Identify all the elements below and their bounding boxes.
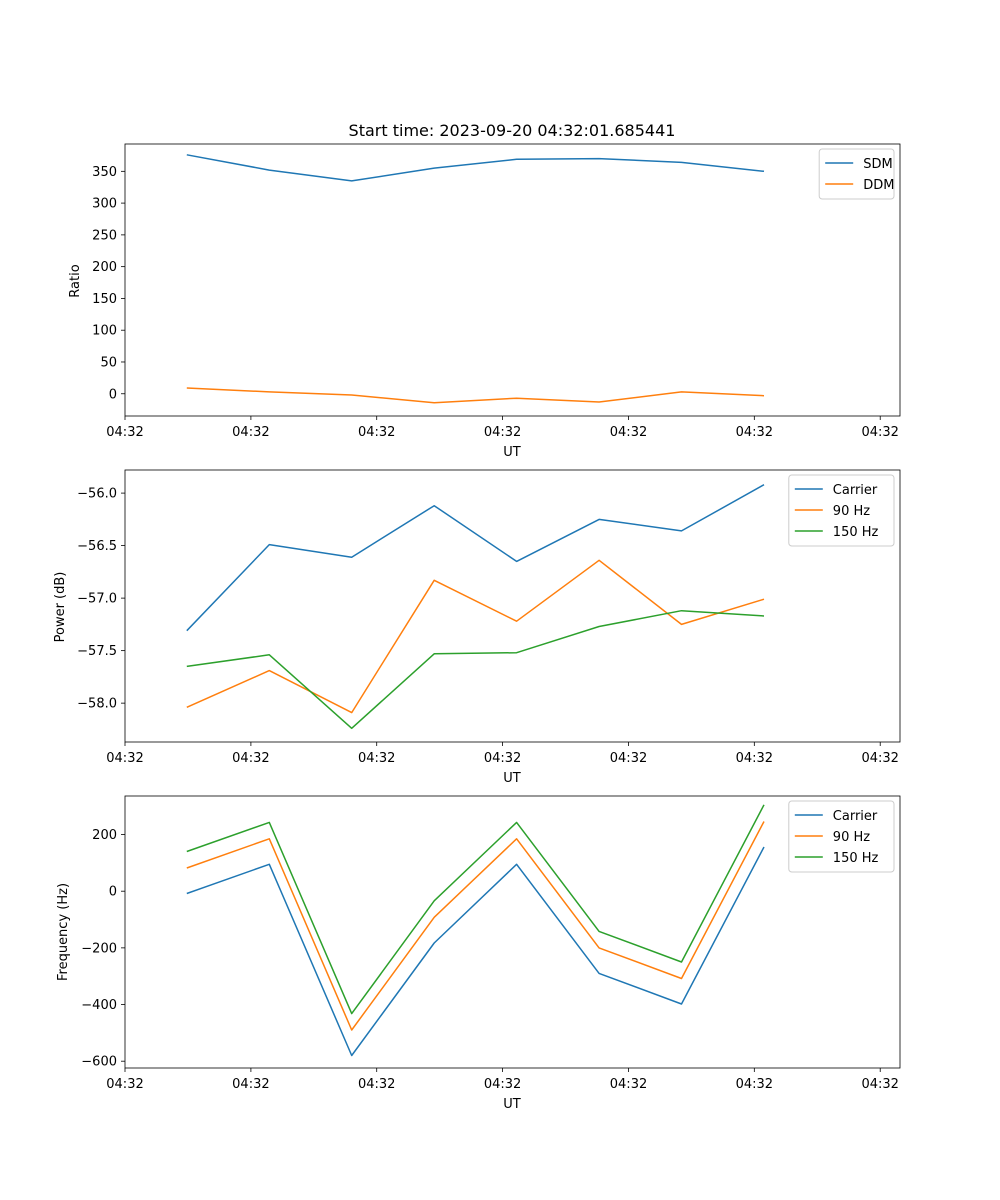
power-y-tick-label: −56.0 bbox=[77, 487, 117, 502]
frequency-x-tick-label: 04:32 bbox=[610, 1077, 647, 1092]
power-xlabel: UT bbox=[503, 771, 521, 786]
ratio-x-tick-label: 04:32 bbox=[232, 425, 269, 440]
power-legend-box bbox=[788, 474, 895, 547]
ratio-axes-frame bbox=[124, 143, 901, 417]
power-legend-label-150-hz: 150 Hz bbox=[833, 525, 879, 540]
frequency-y-tick-label: −200 bbox=[81, 941, 117, 956]
ratio-y-tick-label: 200 bbox=[92, 260, 117, 275]
power-legend-label-90-hz: 90 Hz bbox=[833, 504, 870, 519]
power-ylabel: Power (dB) bbox=[53, 572, 68, 643]
ratio-y-tick-label: 0 bbox=[109, 387, 117, 402]
frequency-panel: UT Frequency (Hz) 04:32 04:32 04:32 04:32 04… bbox=[56, 795, 901, 1112]
power-panel: UT Power (dB) 04:32 04:32 04:32 04:32 04:32 0… bbox=[53, 469, 901, 786]
frequency-legend-box bbox=[788, 800, 895, 873]
power-y-tick-label: −56.5 bbox=[77, 539, 117, 554]
power-x-tick-label: 04:32 bbox=[861, 751, 898, 766]
ratio-y-tick-label: 350 bbox=[92, 165, 117, 180]
frequency-legend-label-carrier: Carrier bbox=[833, 809, 878, 824]
frequency-y-tick-label: −400 bbox=[81, 998, 117, 1013]
ratio-y-tick-label: 300 bbox=[92, 197, 117, 212]
power-y-tick-label: −58.0 bbox=[77, 697, 117, 712]
frequency-y-tick-label: 200 bbox=[92, 828, 117, 843]
power-x-tick-label: 04:32 bbox=[610, 751, 647, 766]
ratio-series-sdm bbox=[186, 154, 765, 182]
frequency-x-tick-label: 04:32 bbox=[106, 1077, 143, 1092]
power-x-tick-label: 04:32 bbox=[106, 751, 143, 766]
power-y-tick-label: −57.0 bbox=[77, 592, 117, 607]
ratio-y-tick-label: 50 bbox=[100, 355, 117, 370]
ratio-xlabel: UT bbox=[503, 445, 521, 460]
frequency-ylabel: Frequency (Hz) bbox=[56, 883, 71, 981]
frequency-legend-label-90-hz: 90 Hz bbox=[833, 830, 870, 845]
ratio-x-tick-label: 04:32 bbox=[610, 425, 647, 440]
frequency-xlabel: UT bbox=[503, 1097, 521, 1112]
power-axes-frame bbox=[124, 469, 901, 743]
frequency-series-carrier bbox=[186, 846, 765, 1057]
frequency-x-tick-label: 04:32 bbox=[736, 1077, 773, 1092]
frequency-y-tick-label: −600 bbox=[81, 1055, 117, 1070]
power-series-carrier bbox=[186, 484, 765, 632]
frequency-legend-label-150-hz: 150 Hz bbox=[833, 851, 879, 866]
ratio-y-tick-label: 150 bbox=[92, 292, 117, 307]
power-legend-label-carrier: Carrier bbox=[833, 483, 878, 498]
ratio-x-tick-label: 04:32 bbox=[484, 425, 521, 440]
frequency-axes-frame bbox=[124, 795, 901, 1069]
ratio-x-tick-label: 04:32 bbox=[861, 425, 898, 440]
ratio-y-tick-label: 250 bbox=[92, 228, 117, 243]
ratio-legend-label-sdm: SDM bbox=[863, 157, 892, 172]
chart-title: Start time: 2023-09-20 04:32:01.685441 bbox=[349, 121, 676, 140]
frequency-series-150-hz bbox=[186, 804, 765, 1015]
ratio-legend-label-ddm: DDM bbox=[863, 178, 894, 193]
ratio-ylabel: Ratio bbox=[68, 264, 83, 297]
power-x-tick-label: 04:32 bbox=[484, 751, 521, 766]
frequency-y-tick-label: 0 bbox=[109, 885, 117, 900]
ratio-x-tick-label: 04:32 bbox=[358, 425, 395, 440]
power-series-150-hz bbox=[186, 609, 765, 730]
power-x-tick-label: 04:32 bbox=[358, 751, 395, 766]
ratio-legend-box bbox=[818, 148, 895, 200]
power-y-tick-label: −57.5 bbox=[77, 644, 117, 659]
ratio-x-tick-label: 04:32 bbox=[736, 425, 773, 440]
ratio-y-tick-label: 100 bbox=[92, 324, 117, 339]
frequency-x-tick-label: 04:32 bbox=[358, 1077, 395, 1092]
frequency-x-tick-label: 04:32 bbox=[484, 1077, 521, 1092]
ratio-x-tick-label: 04:32 bbox=[106, 425, 143, 440]
ratio-panel: UT Ratio 04:32 04:32 04:32 04:32 04:32 04:32 0… bbox=[68, 143, 901, 460]
frequency-x-tick-label: 04:32 bbox=[861, 1077, 898, 1092]
power-x-tick-label: 04:32 bbox=[232, 751, 269, 766]
ratio-series-ddm bbox=[186, 387, 765, 404]
power-x-tick-label: 04:32 bbox=[736, 751, 773, 766]
frequency-series-90-hz bbox=[186, 821, 765, 1031]
frequency-x-tick-label: 04:32 bbox=[232, 1077, 269, 1092]
